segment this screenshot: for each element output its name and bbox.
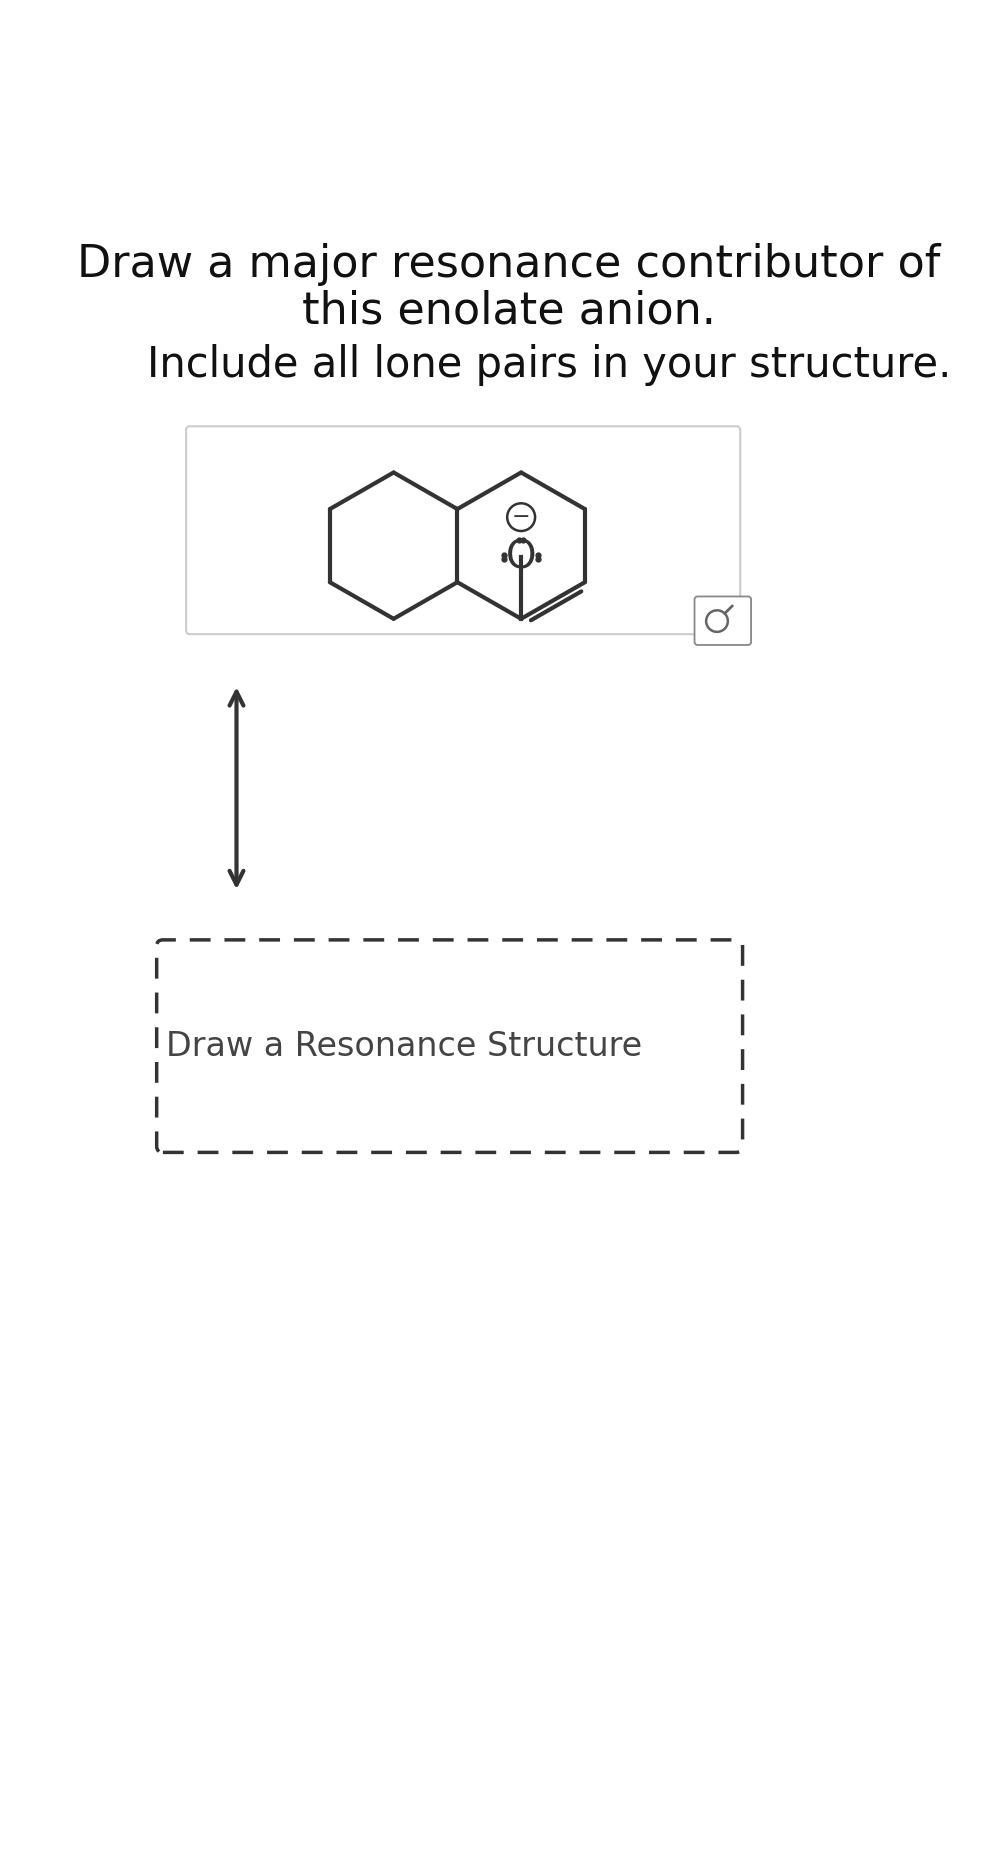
- Text: this enolate anion.: this enolate anion.: [302, 289, 716, 332]
- Text: Include all lone pairs in your structure.: Include all lone pairs in your structure…: [147, 344, 951, 385]
- FancyBboxPatch shape: [694, 596, 751, 644]
- Text: Draw a Resonance Structure: Draw a Resonance Structure: [166, 1030, 641, 1063]
- Text: O: O: [505, 539, 536, 576]
- FancyBboxPatch shape: [186, 426, 740, 633]
- FancyBboxPatch shape: [157, 939, 743, 1152]
- Text: Draw a major resonance contributor of: Draw a major resonance contributor of: [76, 243, 940, 285]
- Text: −: −: [511, 507, 530, 528]
